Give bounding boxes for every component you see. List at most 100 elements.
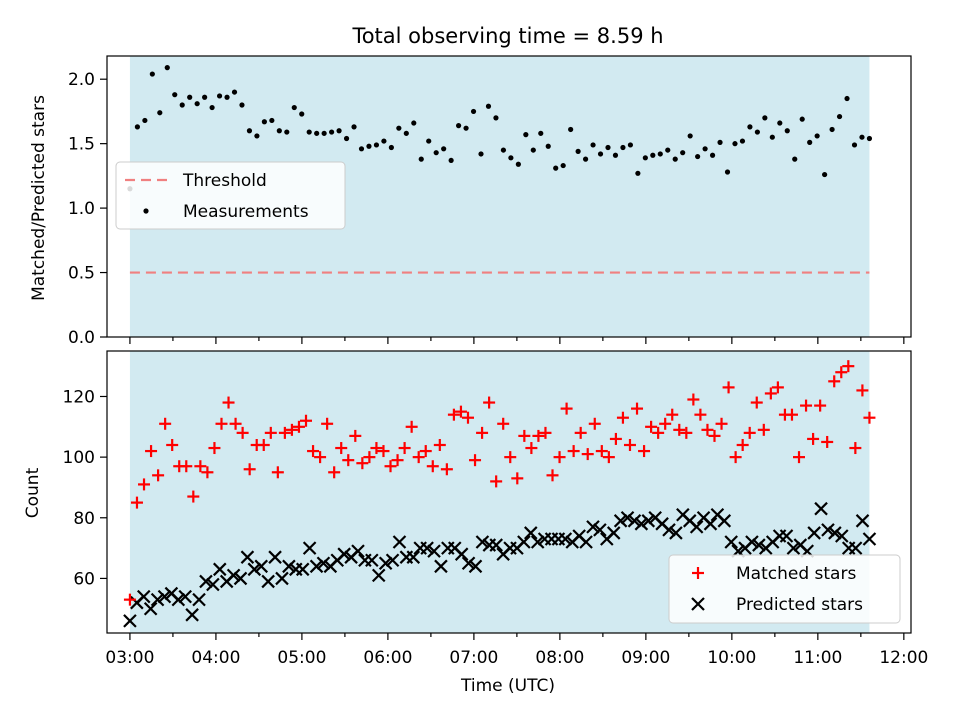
- predicted-stars-point: [316, 556, 331, 571]
- matched-stars-point: [715, 417, 728, 430]
- measurement-point: [822, 171, 828, 178]
- y-tick-label: 1.0: [68, 199, 95, 219]
- measurement-point: [299, 111, 305, 117]
- x-tick-label: 11:00: [793, 648, 842, 668]
- y-tick-label: 60: [73, 569, 95, 589]
- measurement-point: [739, 138, 746, 144]
- predicted-stars-point: [143, 601, 158, 616]
- matched-stars-point: [285, 423, 298, 436]
- matched-stars-point: [623, 439, 636, 451]
- matched-stars-point: [842, 360, 855, 373]
- matched-stars-point: [694, 408, 707, 421]
- legend-matched-swatch: [692, 567, 704, 579]
- x-tick-label: 06:00: [363, 648, 412, 668]
- matched-stars-point: [356, 457, 369, 470]
- measurement-point: [388, 144, 394, 151]
- matched-stars-point: [673, 423, 686, 436]
- measurement-point: [777, 120, 783, 126]
- measurement-point: [807, 139, 813, 145]
- measurement-point: [418, 156, 424, 162]
- measurement-point: [657, 151, 663, 157]
- matched-stars-point: [264, 426, 277, 439]
- measurement-point: [665, 147, 671, 153]
- predicted-stars-point: [178, 589, 192, 604]
- measurement-point: [538, 130, 544, 136]
- measurement-point: [411, 120, 417, 126]
- measurement-point: [523, 132, 529, 138]
- predicted-stars-point: [454, 547, 469, 561]
- matched-stars-point: [750, 396, 763, 409]
- predicted-stars-point: [579, 535, 593, 549]
- matched-stars-point: [335, 442, 348, 455]
- measurement-point: [792, 156, 798, 162]
- matched-stars-point: [800, 399, 813, 412]
- matched-stars-point: [271, 466, 284, 479]
- matched-stars-point: [574, 426, 587, 439]
- matched-stars-point: [201, 466, 214, 479]
- measurement-point: [724, 169, 731, 175]
- matched-stars-point: [469, 454, 482, 467]
- predicted-stars-point: [392, 535, 407, 549]
- matched-stars-point: [215, 417, 228, 430]
- measurement-point: [799, 116, 805, 122]
- measurement-point: [553, 165, 559, 171]
- matched-stars-series: [123, 360, 876, 606]
- predicted-stars-point: [703, 517, 718, 531]
- matched-stars-point: [307, 445, 320, 458]
- predicted-stars-point: [378, 556, 393, 571]
- matched-stars-point: [828, 375, 841, 388]
- matched-stars-point: [814, 399, 827, 412]
- matched-stars-point: [278, 426, 291, 439]
- matched-stars-point: [757, 423, 770, 436]
- matched-stars-point: [518, 429, 531, 442]
- bottom-panel: 03:00 04:00 05:00 06:00 07:00 08:00 09:00 10:00…: [23, 350, 928, 696]
- measurement-point: [575, 148, 581, 154]
- matched-stars-point: [680, 426, 693, 439]
- predicted-stars-point: [365, 553, 379, 568]
- measurement-point: [851, 142, 858, 148]
- measurement-point: [448, 157, 454, 164]
- x-tick-label: 07:00: [449, 648, 498, 668]
- measurement-point: [239, 102, 245, 108]
- measurement-point: [597, 151, 604, 157]
- measurement-point: [717, 139, 723, 145]
- measurement-point: [508, 155, 514, 161]
- predicted-stars-point: [828, 526, 842, 540]
- matched-stars-point: [461, 411, 474, 424]
- predicted-stars-point: [385, 553, 400, 568]
- matched-stars-point: [616, 411, 629, 424]
- predicted-stars-point: [627, 514, 642, 528]
- matched-stars-point: [666, 408, 679, 421]
- measurement-point: [836, 113, 843, 120]
- predicted-stars-point: [475, 535, 490, 549]
- predicted-stars-point: [835, 529, 849, 543]
- measurement-point: [568, 126, 574, 133]
- matched-stars-point: [236, 426, 249, 439]
- top-x-ticks: [129, 337, 905, 344]
- predicted-stars-point: [206, 577, 220, 592]
- measurement-point: [441, 146, 447, 152]
- matched-stars-point: [807, 432, 820, 445]
- measurement-point: [620, 144, 626, 151]
- matched-stars-point: [511, 472, 524, 485]
- matched-stars-point: [567, 445, 580, 458]
- predicted-stars-point: [282, 559, 296, 574]
- predicted-stars-point: [821, 523, 835, 537]
- matched-stars-point: [194, 460, 207, 473]
- predicted-stars-point: [427, 544, 441, 558]
- predicted-stars-point: [530, 535, 545, 549]
- measurement-point: [627, 142, 634, 148]
- measurement-point: [635, 170, 641, 176]
- measurement-point: [194, 101, 200, 107]
- predicted-stars-point: [420, 541, 434, 555]
- predicted-stars-point: [634, 517, 649, 531]
- chart-title: Total observing time = 8.59 h: [351, 24, 663, 48]
- x-tick-label: 03:00: [105, 648, 154, 668]
- predicted-stars-point: [185, 608, 199, 622]
- measurement-point: [530, 147, 536, 153]
- measurement-point: [403, 130, 409, 136]
- legend-predicted-label: Predicted stars: [736, 595, 863, 615]
- y-tick-label: 100: [63, 448, 95, 468]
- measurement-point: [859, 134, 865, 140]
- measurement-point: [246, 128, 253, 134]
